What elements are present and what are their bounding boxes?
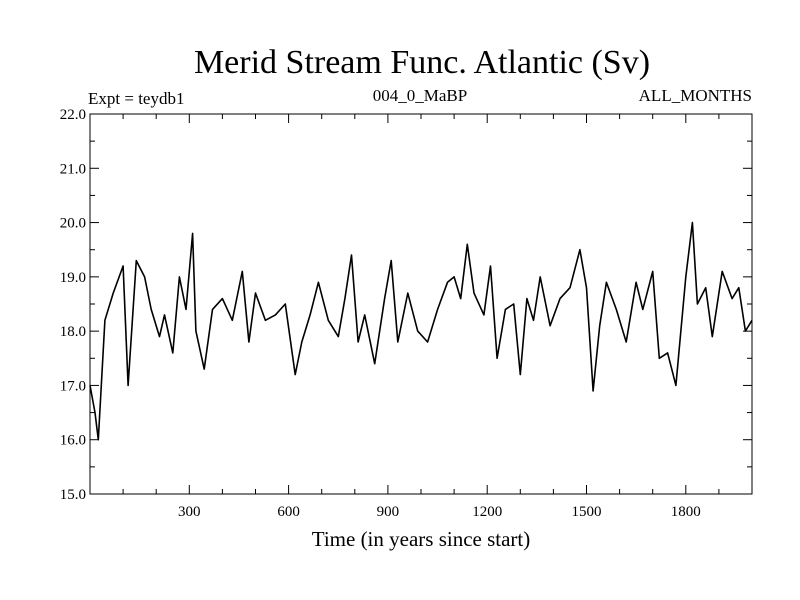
y-tick-label: 21.0 [60,161,86,177]
experiment-label: Expt = teydb1 [88,89,184,108]
x-tick-label: 300 [178,504,201,520]
plot-area: 15.0 16.0 17.0 18.0 19.0 20.0 21.0 22.0 300 600 90… [60,107,753,520]
series-line [89,221,753,441]
x-tick-label: 600 [277,504,300,520]
y-tick-label: 15.0 [60,487,86,503]
x-tick-label: 1800 [671,504,701,520]
period-label: 004_0_MaBP [373,86,467,105]
plot-frame [89,113,753,495]
x-tick-label: 900 [377,504,400,520]
y-tick-label: 20.0 [60,216,86,232]
x-tick-label: 1500 [572,504,602,520]
y-tick-label: 17.0 [60,378,86,394]
y-tick-label: 18.0 [60,324,86,340]
x-tick-label: 1200 [472,504,502,520]
x-axis-label: Time (in years since start) [312,527,531,551]
chart-title: Merid Stream Func. Atlantic (Sv) [194,44,650,81]
months-label: ALL_MONTHS [639,86,752,105]
y-tick-label: 19.0 [60,270,86,286]
y-tick-label: 16.0 [60,433,86,449]
y-tick-label: 22.0 [60,107,86,123]
